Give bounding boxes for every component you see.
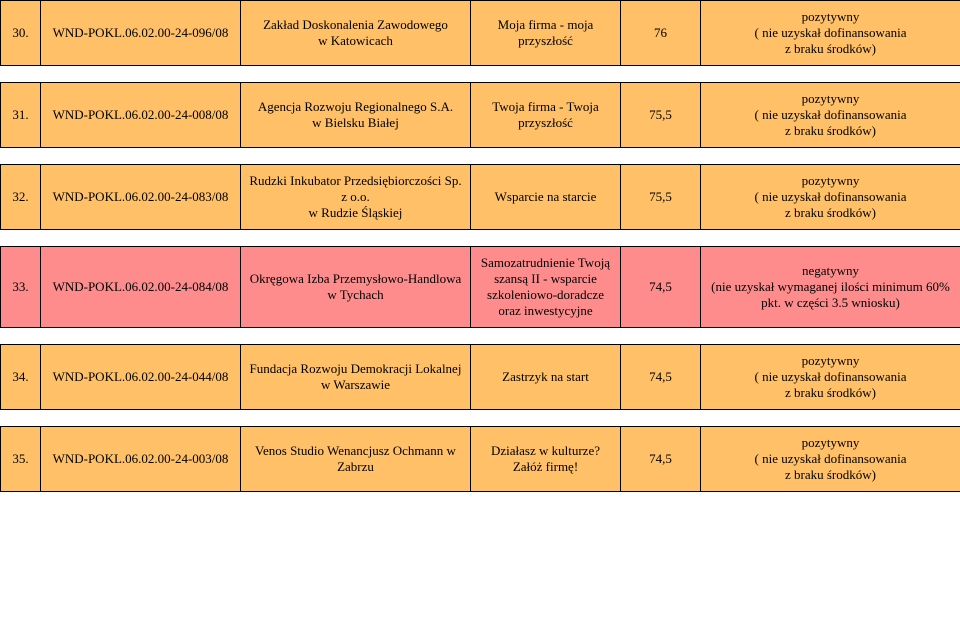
cell-result: pozytywny( nie uzyskał dofinansowaniaz b… <box>701 1 960 66</box>
table-row: 31.WND-POKL.06.02.00-24-008/08Agencja Ro… <box>1 83 960 148</box>
row-spacer <box>0 230 960 246</box>
data-row-table: 31.WND-POKL.06.02.00-24-008/08Agencja Ro… <box>0 82 960 148</box>
cell-id: WND-POKL.06.02.00-24-096/08 <box>41 1 241 66</box>
table-row: 30.WND-POKL.06.02.00-24-096/08Zakład Dos… <box>1 1 960 66</box>
table-row: 35.WND-POKL.06.02.00-24-003/08Venos Stud… <box>1 427 960 492</box>
cell-id: WND-POKL.06.02.00-24-044/08 <box>41 345 241 410</box>
cell-num: 33. <box>1 247 41 328</box>
cell-score: 74,5 <box>621 345 701 410</box>
cell-title: Twoja firma - Twoja przyszłość <box>471 83 621 148</box>
row-spacer <box>0 148 960 164</box>
cell-score: 76 <box>621 1 701 66</box>
cell-title: Samozatrudnienie Twoją szansą II - wspar… <box>471 247 621 328</box>
cell-score: 74,5 <box>621 247 701 328</box>
cell-score: 74,5 <box>621 427 701 492</box>
cell-score: 75,5 <box>621 165 701 230</box>
row-spacer <box>0 328 960 344</box>
cell-title: Zastrzyk na start <box>471 345 621 410</box>
cell-num: 31. <box>1 83 41 148</box>
cell-id: WND-POKL.06.02.00-24-084/08 <box>41 247 241 328</box>
row-spacer <box>0 410 960 426</box>
table-host: 30.WND-POKL.06.02.00-24-096/08Zakład Dos… <box>0 0 960 492</box>
cell-score: 75,5 <box>621 83 701 148</box>
cell-result: pozytywny( nie uzyskał dofinansowaniaz b… <box>701 427 960 492</box>
cell-org: Agencja Rozwoju Regionalnego S.A.w Biels… <box>241 83 471 148</box>
table-row: 34.WND-POKL.06.02.00-24-044/08Fundacja R… <box>1 345 960 410</box>
cell-org: Fundacja Rozwoju Demokracji Lokalnej w W… <box>241 345 471 410</box>
cell-title: Moja firma - moja przyszłość <box>471 1 621 66</box>
cell-title: Działasz w kulturze?Załóż firmę! <box>471 427 621 492</box>
table-row: 32.WND-POKL.06.02.00-24-083/08Rudzki Ink… <box>1 165 960 230</box>
data-row-table: 35.WND-POKL.06.02.00-24-003/08Venos Stud… <box>0 426 960 492</box>
cell-result: pozytywny( nie uzyskał dofinansowaniaz b… <box>701 345 960 410</box>
cell-result: pozytywny( nie uzyskał dofinansowaniaz b… <box>701 165 960 230</box>
cell-title: Wsparcie na starcie <box>471 165 621 230</box>
cell-org: Venos Studio Wenancjusz Ochmann w Zabrzu <box>241 427 471 492</box>
cell-num: 32. <box>1 165 41 230</box>
data-row-table: 32.WND-POKL.06.02.00-24-083/08Rudzki Ink… <box>0 164 960 230</box>
data-row-table: 34.WND-POKL.06.02.00-24-044/08Fundacja R… <box>0 344 960 410</box>
cell-result: negatywny(nie uzyskał wymaganej ilości m… <box>701 247 960 328</box>
cell-org: Zakład Doskonalenia Zawodowegow Katowica… <box>241 1 471 66</box>
table-row: 33.WND-POKL.06.02.00-24-084/08Okręgowa I… <box>1 247 960 328</box>
cell-id: WND-POKL.06.02.00-24-003/08 <box>41 427 241 492</box>
row-spacer <box>0 66 960 82</box>
data-row-table: 30.WND-POKL.06.02.00-24-096/08Zakład Dos… <box>0 0 960 66</box>
cell-id: WND-POKL.06.02.00-24-008/08 <box>41 83 241 148</box>
cell-num: 34. <box>1 345 41 410</box>
data-row-table: 33.WND-POKL.06.02.00-24-084/08Okręgowa I… <box>0 246 960 328</box>
cell-id: WND-POKL.06.02.00-24-083/08 <box>41 165 241 230</box>
cell-num: 35. <box>1 427 41 492</box>
cell-org: Rudzki Inkubator Przedsiębiorczości Sp. … <box>241 165 471 230</box>
cell-num: 30. <box>1 1 41 66</box>
cell-org: Okręgowa Izba Przemysłowo-Handlowa w Tyc… <box>241 247 471 328</box>
cell-result: pozytywny( nie uzyskał dofinansowaniaz b… <box>701 83 960 148</box>
